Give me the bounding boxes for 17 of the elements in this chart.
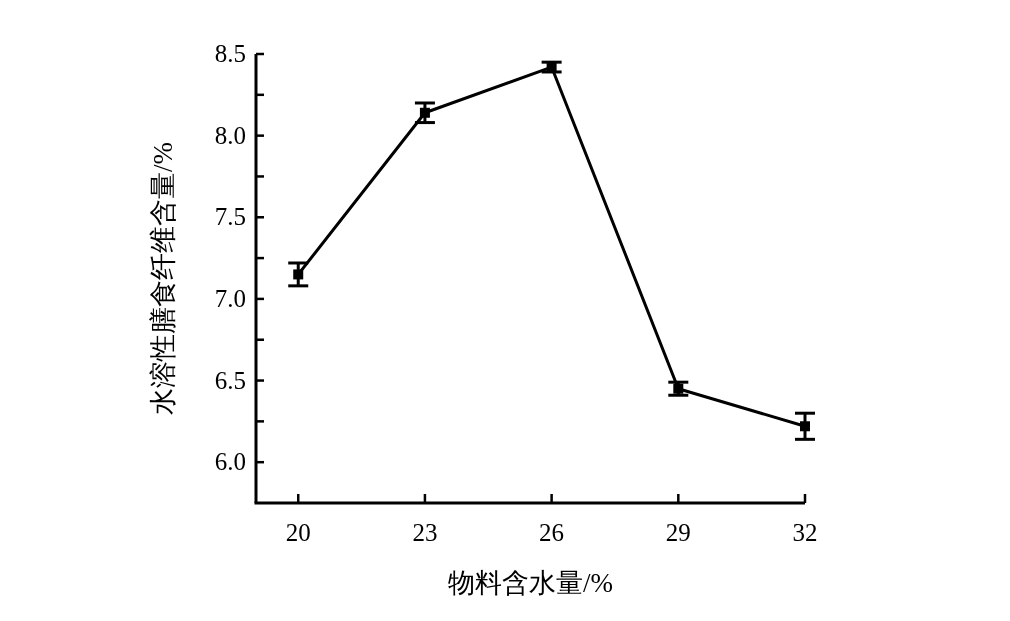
x-tick-label: 23 (412, 519, 438, 546)
y-tick-label: 8.0 (214, 121, 246, 149)
x-tick-label: 20 (285, 519, 311, 546)
x-tick-label: 26 (539, 519, 565, 546)
point (293, 269, 304, 280)
x-tick-label: 32 (792, 519, 818, 546)
x-axis-title: 物料含水量/% (448, 568, 613, 598)
y-axis-title: 水溶性膳食纤维含量/% (148, 142, 178, 415)
y-tick-label: 8.5 (214, 40, 246, 67)
y-tick-label: 7.0 (214, 284, 246, 312)
point (419, 107, 430, 118)
y-tick-label: 6.5 (214, 366, 246, 394)
y-tick-label: 6.0 (214, 448, 246, 476)
point (673, 383, 684, 394)
point (800, 421, 810, 432)
y-tick-label: 7.5 (214, 203, 246, 231)
x-tick-label: 29 (665, 519, 691, 546)
